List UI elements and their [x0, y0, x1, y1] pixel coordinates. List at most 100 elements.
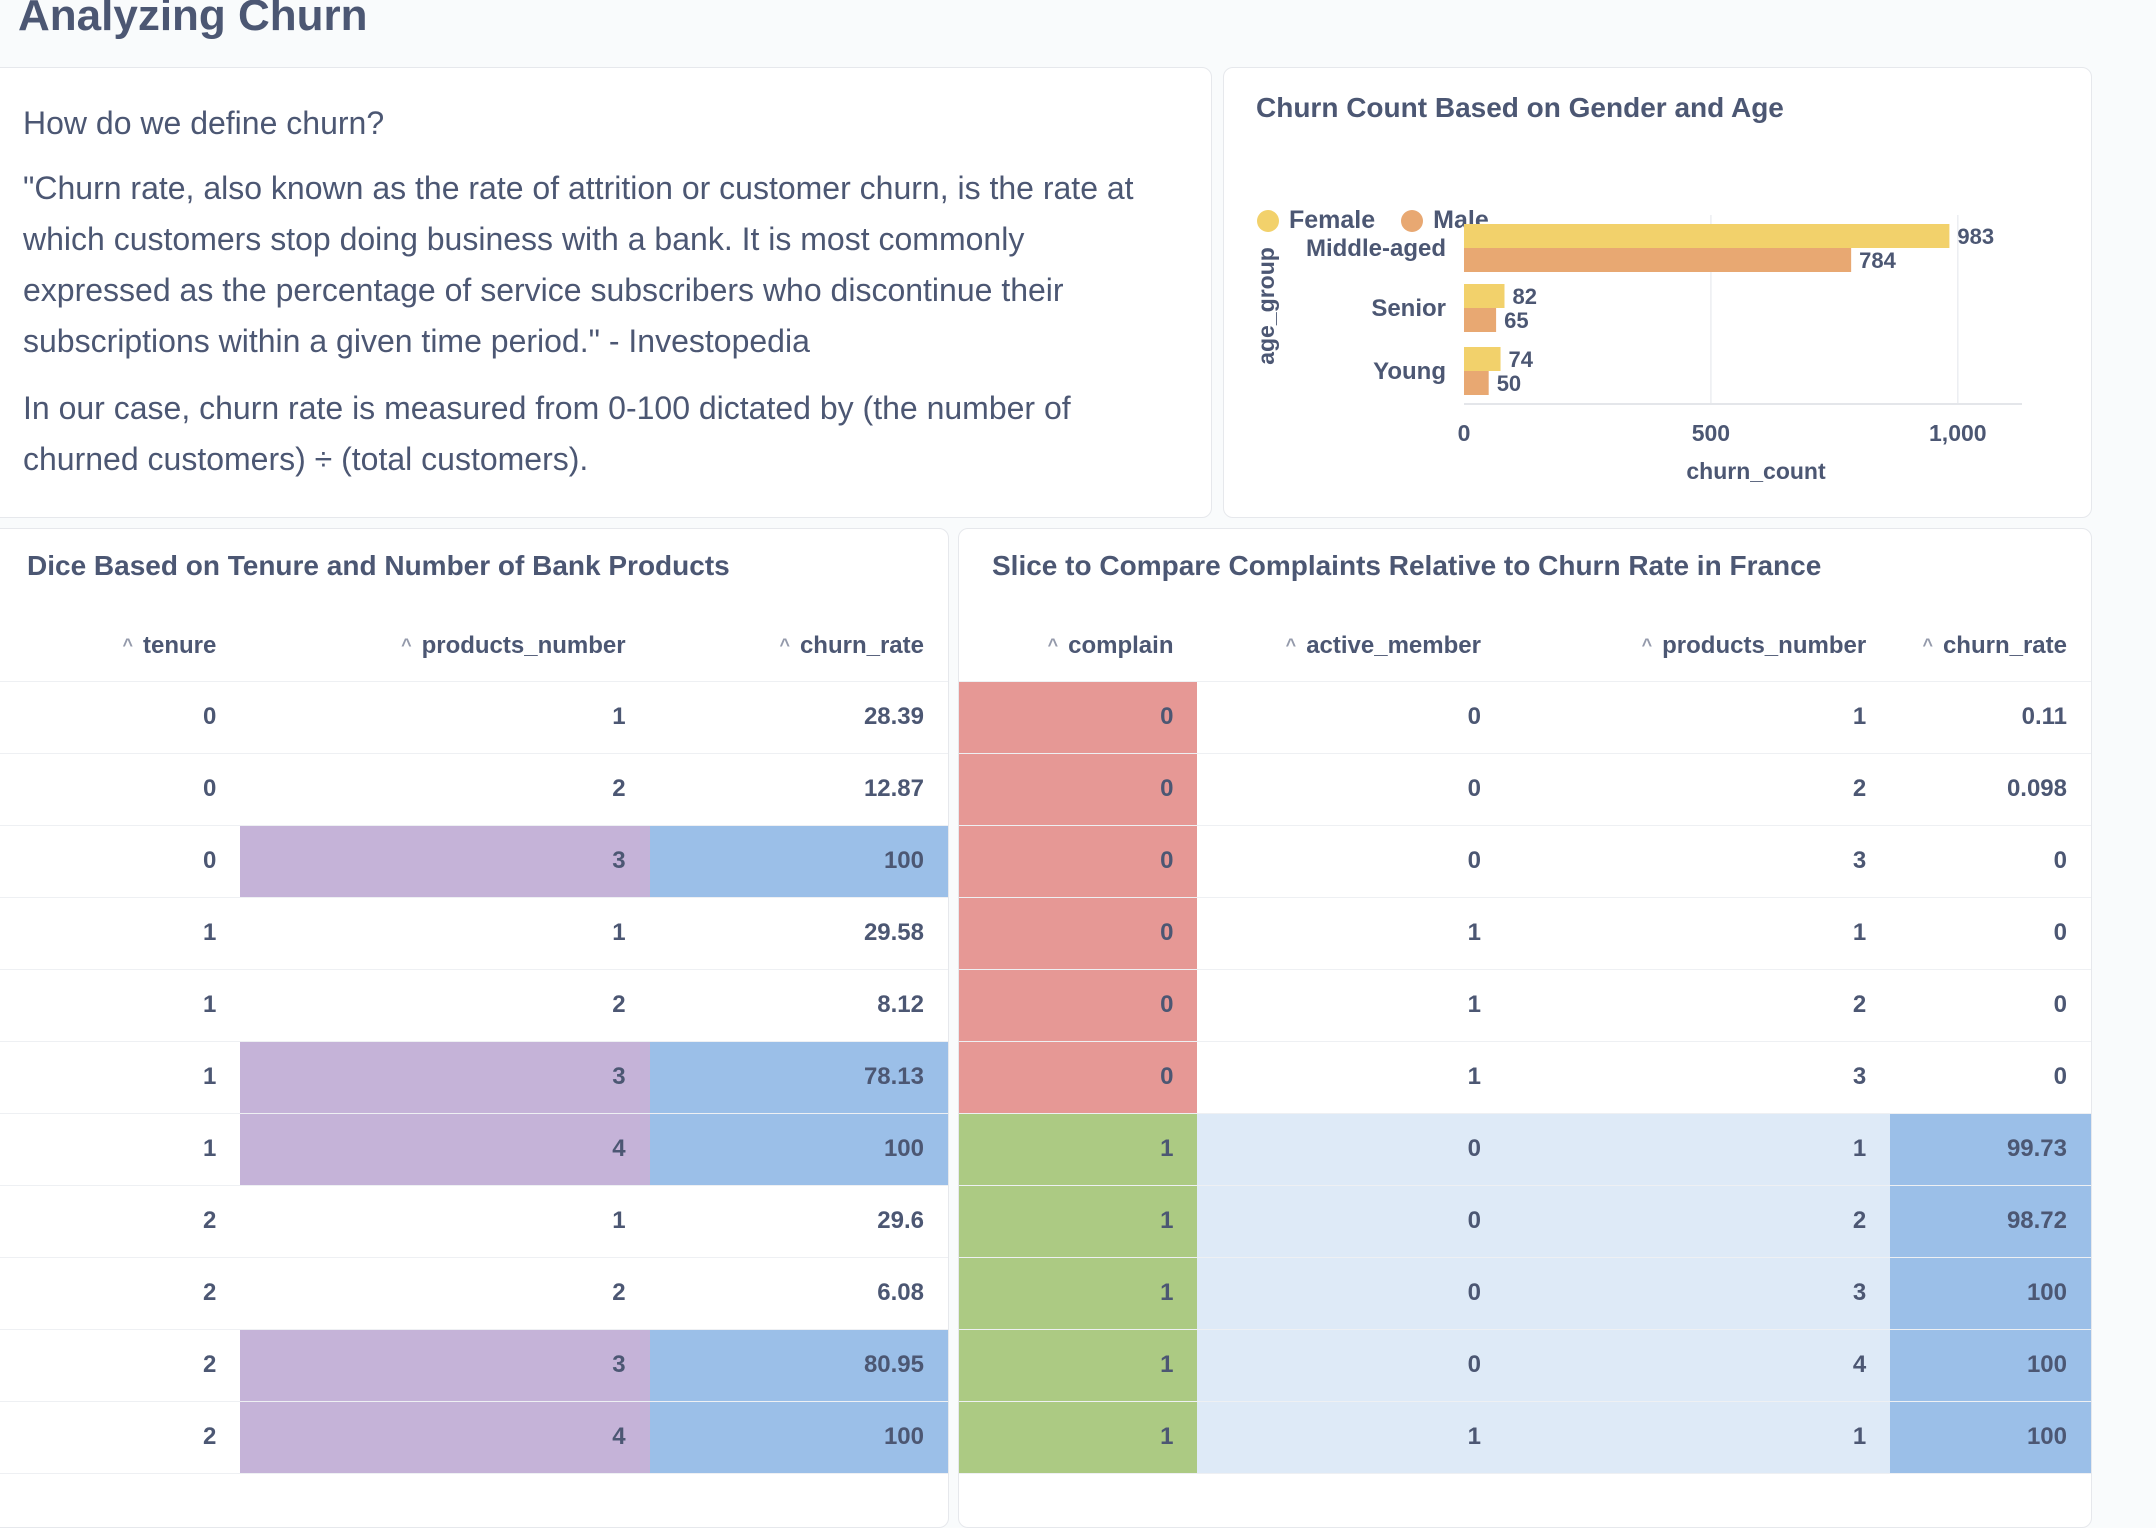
cell-churn-rate[interactable]: 29.58 — [649, 897, 948, 970]
table1-title[interactable]: Dice Based on Tenure and Number of Bank … — [27, 550, 730, 581]
column-header-products-number[interactable]: ^ products_number — [1504, 611, 1891, 682]
cell-churn-rate[interactable]: 6.08 — [649, 1257, 948, 1330]
cell-products-number[interactable]: 4 — [240, 1401, 650, 1474]
sort-icon[interactable]: ^ — [779, 634, 790, 655]
cell-churn-rate[interactable]: 0 — [1890, 1041, 2091, 1114]
cell-tenure[interactable]: 2 — [0, 1401, 241, 1474]
churn-chart-card[interactable]: Churn Count Based on Gender and Age Fema… — [1223, 67, 2092, 518]
cell-churn-rate[interactable]: 100 — [649, 825, 948, 898]
table-row[interactable]: 1 1 1 100 — [959, 1401, 2091, 1474]
cell-churn-rate[interactable]: 100 — [1890, 1401, 2091, 1474]
cell-products-number[interactable]: 1 — [240, 1185, 650, 1258]
cell-complain[interactable]: 0 — [959, 681, 1198, 754]
column-header-complain[interactable]: ^ complain — [959, 611, 1198, 682]
table-row[interactable]: 1 1 29.58 — [0, 897, 948, 970]
sort-icon[interactable]: ^ — [1922, 634, 1933, 655]
cell-complain[interactable]: 0 — [959, 825, 1198, 898]
cell-complain[interactable]: 1 — [959, 1257, 1198, 1330]
cell-churn-rate[interactable]: 100 — [649, 1113, 948, 1186]
cell-churn-rate[interactable]: 100 — [649, 1401, 948, 1474]
cell-tenure[interactable]: 0 — [0, 681, 241, 754]
cell-churn-rate[interactable]: 0 — [1890, 897, 2091, 970]
cell-tenure[interactable]: 1 — [0, 969, 241, 1042]
cell-tenure[interactable]: 1 — [0, 897, 241, 970]
sort-icon[interactable]: ^ — [401, 634, 412, 655]
cell-complain[interactable]: 1 — [959, 1113, 1198, 1186]
cell-products-number[interactable]: 2 — [240, 969, 650, 1042]
column-header-churn-rate[interactable]: ^ churn_rate — [1890, 611, 2091, 682]
cell-active-member[interactable]: 1 — [1197, 1401, 1505, 1474]
cell-products-number[interactable]: 3 — [240, 825, 650, 898]
cell-churn-rate[interactable]: 8.12 — [649, 969, 948, 1042]
table-row[interactable]: 1 0 3 100 — [959, 1257, 2091, 1330]
cell-products-number[interactable]: 2 — [1504, 969, 1891, 1042]
cell-products-number[interactable]: 3 — [1504, 825, 1891, 898]
cell-churn-rate[interactable]: 99.73 — [1890, 1113, 2091, 1186]
cell-complain[interactable]: 1 — [959, 1185, 1198, 1258]
cell-complain[interactable]: 1 — [959, 1329, 1198, 1402]
sort-icon[interactable]: ^ — [1641, 634, 1653, 655]
cell-churn-rate[interactable]: 12.87 — [649, 753, 948, 826]
cell-active-member[interactable]: 1 — [1197, 1041, 1505, 1114]
cell-churn-rate[interactable]: 0.098 — [1890, 753, 2091, 826]
cell-active-member[interactable]: 0 — [1197, 1113, 1505, 1186]
table-row[interactable]: 1 0 4 100 — [959, 1329, 2091, 1402]
cell-products-number[interactable]: 2 — [240, 1257, 650, 1330]
cell-tenure[interactable]: 0 — [0, 825, 241, 898]
legend-item-female[interactable]: Female — [1257, 206, 1375, 235]
cell-products-number[interactable]: 2 — [240, 753, 650, 826]
table-row[interactable]: 1 0 1 99.73 — [959, 1113, 2091, 1186]
column-header-churn-rate[interactable]: ^ churn_rate — [649, 611, 948, 682]
cell-churn-rate[interactable]: 78.13 — [649, 1041, 948, 1114]
cell-products-number[interactable]: 4 — [240, 1113, 650, 1186]
table-row[interactable]: 1 3 78.13 — [0, 1041, 948, 1114]
cell-products-number[interactable]: 1 — [1504, 1113, 1891, 1186]
cell-products-number[interactable]: 2 — [1504, 753, 1891, 826]
cell-tenure[interactable]: 1 — [0, 1041, 241, 1114]
cell-active-member[interactable]: 0 — [1197, 1257, 1505, 1330]
cell-complain[interactable]: 0 — [959, 969, 1198, 1042]
cell-products-number[interactable]: 1 — [240, 897, 650, 970]
cell-tenure[interactable]: 2 — [0, 1185, 241, 1258]
column-header-active-member[interactable]: ^ active_member — [1197, 611, 1505, 682]
cell-products-number[interactable]: 3 — [1504, 1257, 1891, 1330]
table-row[interactable]: 0 2 12.87 — [0, 753, 948, 826]
cell-active-member[interactable]: 1 — [1197, 969, 1505, 1042]
cell-tenure[interactable]: 0 — [0, 753, 241, 826]
cell-churn-rate[interactable]: 0 — [1890, 969, 2091, 1042]
table-row[interactable]: 1 0 2 98.72 — [959, 1185, 2091, 1258]
sort-icon[interactable]: ^ — [1285, 634, 1297, 655]
cell-products-number[interactable]: 3 — [240, 1041, 650, 1114]
table2-title[interactable]: Slice to Compare Complaints Relative to … — [992, 550, 1822, 581]
cell-churn-rate[interactable]: 98.72 — [1890, 1185, 2091, 1258]
sort-icon[interactable]: ^ — [122, 634, 134, 655]
cell-active-member[interactable]: 0 — [1197, 1185, 1505, 1258]
cell-churn-rate[interactable]: 0 — [1890, 825, 2091, 898]
cell-products-number[interactable]: 4 — [1504, 1329, 1891, 1402]
table-row[interactable]: 1 4 100 — [0, 1113, 948, 1186]
column-header-products-number[interactable]: ^ products_number — [240, 611, 650, 682]
cell-active-member[interactable]: 1 — [1197, 897, 1505, 970]
table-row[interactable]: 2 4 100 — [0, 1401, 948, 1474]
sort-icon[interactable]: ^ — [1047, 634, 1059, 655]
cell-complain[interactable]: 0 — [959, 753, 1198, 826]
column-header-tenure[interactable]: ^ tenure — [0, 611, 241, 682]
cell-active-member[interactable]: 0 — [1197, 753, 1505, 826]
table-row[interactable]: 2 1 29.6 — [0, 1185, 948, 1258]
cell-products-number[interactable]: 1 — [1504, 681, 1891, 754]
cell-complain[interactable]: 0 — [959, 897, 1198, 970]
cell-active-member[interactable]: 0 — [1197, 681, 1505, 754]
cell-churn-rate[interactable]: 80.95 — [649, 1329, 948, 1402]
cell-tenure[interactable]: 2 — [0, 1329, 241, 1402]
cell-complain[interactable]: 1 — [959, 1401, 1198, 1474]
cell-tenure[interactable]: 1 — [0, 1113, 241, 1186]
cell-active-member[interactable]: 0 — [1197, 825, 1505, 898]
cell-churn-rate[interactable]: 100 — [1890, 1329, 2091, 1402]
table-row[interactable]: 0 0 1 0.11 — [959, 681, 2091, 754]
cell-tenure[interactable]: 2 — [0, 1257, 241, 1330]
cell-complain[interactable]: 0 — [959, 1041, 1198, 1114]
